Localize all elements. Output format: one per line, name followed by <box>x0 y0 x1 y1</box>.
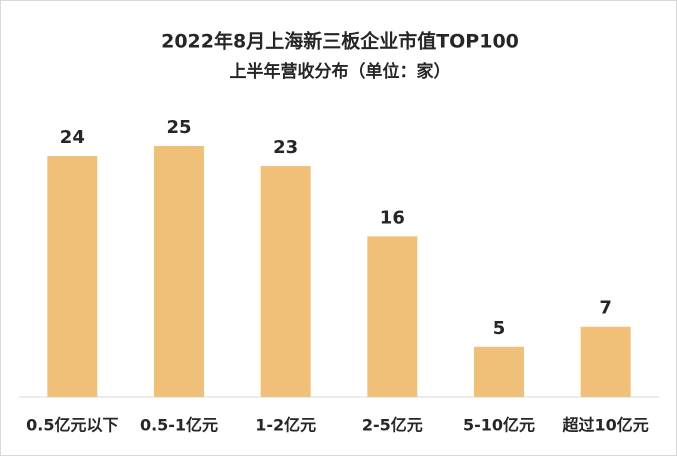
data-label: 24 <box>60 127 85 148</box>
bar <box>154 146 204 397</box>
bar <box>367 236 418 397</box>
data-label: 7 <box>599 298 612 319</box>
x-tick-label: 0.5-1亿元 <box>140 416 218 435</box>
x-tick-label: 2-5亿元 <box>362 416 423 435</box>
bar <box>47 156 98 397</box>
chart-subtitle: 上半年营收分布（单位：家） <box>230 61 451 82</box>
x-tick-label: 超过10亿元 <box>562 416 649 435</box>
data-label: 23 <box>273 137 298 158</box>
bar <box>260 166 311 397</box>
x-tick-label: 0.5亿元以下 <box>26 416 118 435</box>
data-label: 16 <box>380 207 405 228</box>
x-tick-label: 1-2亿元 <box>255 416 316 435</box>
bar <box>474 346 524 397</box>
chart-title: 2022年8月上海新三板企业市值TOP100 <box>161 30 519 53</box>
data-label: 5 <box>493 318 506 339</box>
x-tick-label: 5-10亿元 <box>463 416 535 435</box>
data-label: 25 <box>166 117 191 138</box>
bar <box>580 326 631 397</box>
